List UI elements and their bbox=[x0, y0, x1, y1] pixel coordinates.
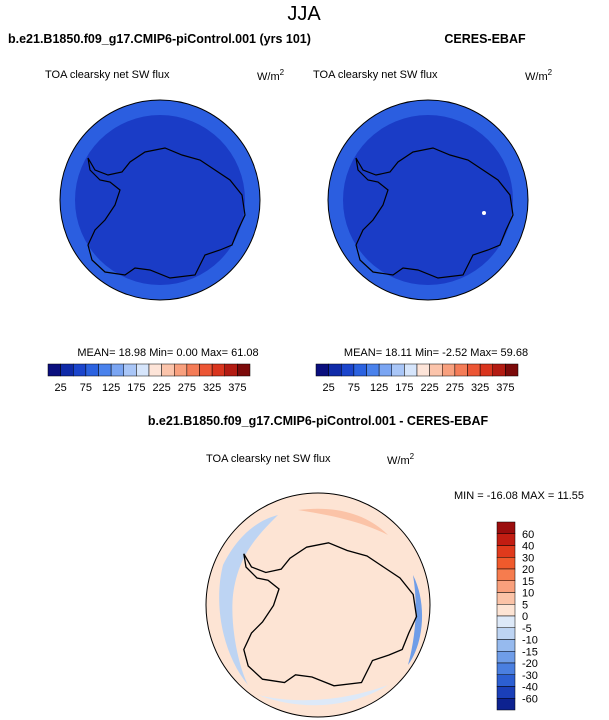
map bbox=[205, 492, 431, 718]
units: W/m2 bbox=[387, 452, 415, 467]
stats: MEAN= 18.11 Min= -2.52 Max= 59.68 bbox=[344, 347, 528, 359]
colorbar-box bbox=[123, 363, 137, 377]
colorbar-box bbox=[315, 363, 329, 377]
colorbar-box bbox=[442, 363, 456, 377]
colorbar-label: 175 bbox=[127, 382, 145, 394]
colorbar-box bbox=[366, 363, 380, 377]
colorbar-box bbox=[492, 363, 506, 377]
colorbar-box bbox=[328, 363, 342, 377]
colorbar-label: 10 bbox=[522, 588, 534, 600]
colorbar-label: -60 bbox=[522, 693, 538, 705]
colorbar-label: 0 bbox=[522, 611, 528, 623]
colorbar-label: 175 bbox=[395, 382, 413, 394]
colorbar-box bbox=[378, 363, 392, 377]
colorbar-box bbox=[496, 639, 516, 652]
colorbar-box bbox=[479, 363, 493, 377]
colorbar-box bbox=[174, 363, 188, 377]
colorbar-label: -15 bbox=[522, 646, 538, 658]
colorbar-label: 75 bbox=[348, 382, 360, 394]
colorbar-box bbox=[496, 604, 516, 617]
colorbar-box bbox=[496, 533, 516, 546]
colorbar-box bbox=[186, 363, 200, 377]
colorbar-box bbox=[496, 674, 516, 687]
colorbar-box bbox=[47, 363, 61, 377]
colorbar-box bbox=[467, 363, 481, 377]
figure-title: JJA bbox=[287, 3, 321, 25]
panel-title: b.e21.B1850.f09_g17.CMIP6-piControl.001 … bbox=[148, 414, 489, 428]
colorbar-label: 20 bbox=[522, 564, 534, 576]
colorbar-label: -10 bbox=[522, 635, 538, 647]
variable-label: TOA clearsky net SW flux bbox=[313, 69, 438, 81]
colorbar-box bbox=[341, 363, 355, 377]
variable-label: TOA clearsky net SW flux bbox=[45, 69, 170, 81]
colorbar-label: -5 bbox=[522, 623, 532, 635]
colorbar-box bbox=[148, 363, 162, 377]
colorbar-box bbox=[60, 363, 74, 377]
colorbar-box bbox=[237, 363, 251, 377]
colorbar-label: 375 bbox=[228, 382, 246, 394]
colorbar-label: 15 bbox=[522, 576, 534, 588]
colorbar-label: 225 bbox=[420, 382, 438, 394]
colorbar-box bbox=[404, 363, 418, 377]
colorbar-box bbox=[496, 698, 516, 711]
units-exponent: 2 bbox=[410, 452, 415, 461]
variable-label: TOA clearsky net SW flux bbox=[206, 453, 331, 465]
colorbar-label: 30 bbox=[522, 552, 534, 564]
colorbar-box bbox=[505, 363, 519, 377]
colorbar-label: 60 bbox=[522, 529, 534, 541]
units-exponent: 2 bbox=[280, 68, 285, 77]
stats: MIN = -16.08 MAX = 11.55 bbox=[454, 490, 584, 502]
colorbar-box bbox=[496, 521, 516, 534]
colorbar-label: -20 bbox=[522, 658, 538, 670]
colorbar-box bbox=[199, 363, 213, 377]
colorbar-label: 375 bbox=[496, 382, 514, 394]
colorbar-box bbox=[496, 651, 516, 664]
colorbar-label: 275 bbox=[446, 382, 464, 394]
colorbar-box bbox=[496, 568, 516, 581]
colorbar-label: 325 bbox=[203, 382, 221, 394]
colorbar-label: 5 bbox=[522, 599, 528, 611]
colorbar-box bbox=[496, 686, 516, 699]
colorbar-box bbox=[454, 363, 468, 377]
colorbar-box bbox=[496, 557, 516, 570]
colorbar-label: 40 bbox=[522, 541, 534, 553]
colorbar-box bbox=[110, 363, 124, 377]
colorbar-box bbox=[224, 363, 238, 377]
units-exponent: 2 bbox=[548, 68, 553, 77]
colorbar-box bbox=[136, 363, 150, 377]
colorbar-box bbox=[429, 363, 443, 377]
colorbar-box bbox=[496, 580, 516, 593]
panel-title: b.e21.B1850.f09_g17.CMIP6-piControl.001 … bbox=[8, 32, 311, 46]
colorbar-box bbox=[98, 363, 112, 377]
map bbox=[327, 99, 529, 301]
colorbar-label: 75 bbox=[80, 382, 92, 394]
colorbar-label: 275 bbox=[178, 382, 196, 394]
colorbar-box bbox=[496, 545, 516, 558]
colorbar-box bbox=[416, 363, 430, 377]
colorbar-label: 25 bbox=[323, 382, 335, 394]
colorbar-box bbox=[211, 363, 225, 377]
colorbar-label: -30 bbox=[522, 670, 538, 682]
units: W/m2 bbox=[525, 68, 553, 83]
colorbar-box bbox=[353, 363, 367, 377]
colorbar-label: 125 bbox=[370, 382, 388, 394]
colorbar-label: 325 bbox=[471, 382, 489, 394]
colorbar-box bbox=[391, 363, 405, 377]
stats: MEAN= 18.98 Min= 0.00 Max= 61.08 bbox=[77, 347, 258, 359]
colorbar-box bbox=[496, 662, 516, 675]
colorbar-box bbox=[73, 363, 87, 377]
colorbar-box bbox=[85, 363, 99, 377]
colorbar-label: 125 bbox=[102, 382, 120, 394]
map bbox=[59, 99, 261, 301]
colorbar-box bbox=[496, 592, 516, 605]
colorbar-box bbox=[496, 615, 516, 628]
colorbar-box bbox=[496, 627, 516, 640]
colorbar-box bbox=[161, 363, 175, 377]
colorbar-label: -40 bbox=[522, 682, 538, 694]
panel-title: CERES-EBAF bbox=[444, 32, 526, 46]
colorbar-label: 25 bbox=[55, 382, 67, 394]
colorbar-label: 225 bbox=[152, 382, 170, 394]
units: W/m2 bbox=[257, 68, 285, 83]
